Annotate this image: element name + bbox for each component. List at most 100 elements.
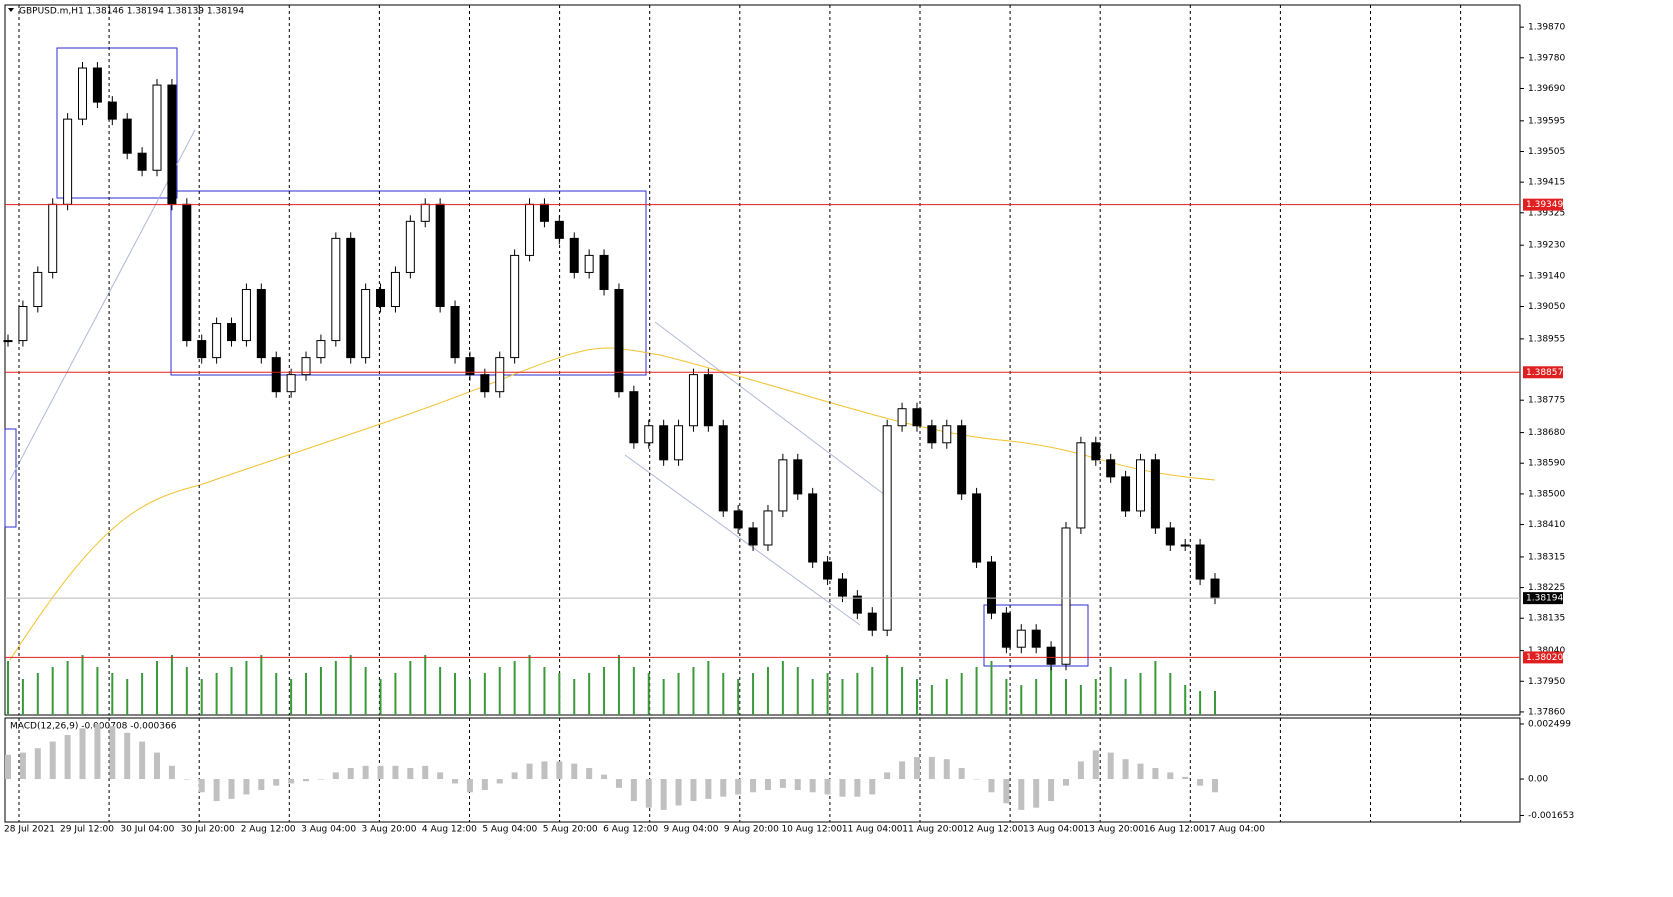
macd-bar <box>1107 752 1114 780</box>
macd-bar <box>64 734 71 780</box>
macd-bar <box>854 779 861 797</box>
candle-body <box>301 357 311 376</box>
volume-bar <box>1139 673 1142 715</box>
x-tick-label: 11 Aug 04:00 <box>842 825 903 835</box>
macd-bar <box>94 723 101 780</box>
volume-bar <box>1109 667 1112 715</box>
volume-bar <box>379 679 382 715</box>
x-tick-label: 10 Aug 12:00 <box>781 825 842 835</box>
volume-bar <box>1169 673 1172 715</box>
macd-header: MACD(12,26,9) -0.000708 -0.000366 <box>10 722 177 732</box>
volume-bar <box>781 661 784 715</box>
volume-bar <box>692 667 695 715</box>
candle-body <box>107 101 117 120</box>
candle-body <box>376 288 386 308</box>
volume-bar <box>707 661 710 715</box>
price-label: 1.38194 <box>1526 594 1563 604</box>
candle-body <box>778 459 788 512</box>
volume-bar <box>528 655 531 715</box>
candle-body <box>823 561 833 580</box>
volume-bar <box>752 673 755 715</box>
box <box>170 190 647 376</box>
volume-bar <box>811 679 814 715</box>
volume-bar <box>1094 679 1097 715</box>
candle-body <box>1031 629 1041 648</box>
macd-bar <box>1137 763 1144 780</box>
candle-body <box>525 203 535 256</box>
macd-bar <box>1033 779 1040 808</box>
y-tick-label: 1.38315 <box>1528 552 1565 562</box>
level-label: 1.39349 <box>1526 200 1563 210</box>
y-tick-label: 1.37860 <box>1528 707 1565 717</box>
macd-bar <box>496 779 503 784</box>
y-tick-label: 1.38040 <box>1528 646 1565 656</box>
candle-body <box>1076 442 1086 529</box>
candle-body <box>1150 459 1160 529</box>
level-tag <box>1523 198 1563 211</box>
candle-body <box>1091 442 1101 461</box>
x-tick-label: 16 Aug 12:00 <box>1144 825 1205 835</box>
macd-bar <box>958 768 965 780</box>
box <box>4 428 17 528</box>
candle-body <box>688 374 698 427</box>
volume-bar <box>871 667 874 715</box>
macd-bar <box>317 779 324 780</box>
macd-bar <box>303 779 310 782</box>
candle-body <box>331 237 341 342</box>
macd-bar <box>1048 779 1055 802</box>
candle-body <box>256 288 266 359</box>
macd-bar <box>79 728 86 780</box>
candle-body <box>405 220 415 273</box>
volume-bar <box>483 673 486 715</box>
volume-bar <box>36 673 39 715</box>
candle-body <box>703 374 713 427</box>
candle-body <box>510 254 520 359</box>
volume-bar <box>111 673 114 715</box>
y-tick-label: 1.39505 <box>1528 147 1565 157</box>
volume-bar <box>915 679 918 715</box>
candle-body <box>912 408 922 427</box>
candle-body <box>390 271 400 308</box>
candle-body <box>1195 544 1205 580</box>
volume-bar <box>632 667 635 715</box>
volume-bar <box>7 661 9 715</box>
volume-bar <box>766 667 769 715</box>
volume-bar <box>409 661 412 715</box>
level-tag <box>1523 651 1563 664</box>
volume-bar <box>170 655 173 715</box>
volume-bar <box>468 679 471 715</box>
macd-bar <box>750 779 757 793</box>
y-tick-label: 1.38775 <box>1528 396 1565 406</box>
macd-bar <box>630 779 637 802</box>
macd-bar <box>1182 776 1189 780</box>
volume-bar <box>1064 679 1067 715</box>
candle-body <box>659 425 669 461</box>
macd-bar <box>481 779 488 791</box>
volume-bar <box>796 667 799 715</box>
candle-body <box>808 493 818 563</box>
macd-bar <box>183 779 190 780</box>
level-tag <box>1523 366 1563 379</box>
macd-bar <box>511 772 518 780</box>
main-pane <box>4 4 1521 716</box>
volume-bar <box>960 673 963 715</box>
macd-bar <box>899 761 906 780</box>
volume-bar <box>603 667 606 715</box>
x-tick-label: 17 Aug 04:00 <box>1204 825 1265 835</box>
volume-bar <box>617 655 620 715</box>
y-tick-label: 1.38410 <box>1528 520 1565 530</box>
macd-bar <box>556 761 563 780</box>
y-tick-label: 1.38135 <box>1528 614 1565 624</box>
candle-body <box>927 425 937 444</box>
candle-body <box>569 237 579 273</box>
macd-bar <box>407 768 414 780</box>
macd-bar <box>809 779 816 793</box>
level-label: 1.38020 <box>1526 653 1563 663</box>
macd-bar <box>824 779 831 795</box>
y-tick-label: 1.39870 <box>1528 23 1565 33</box>
x-tick-label: 2 Aug 12:00 <box>241 825 296 835</box>
macd-bar <box>154 752 161 780</box>
macd-bar <box>1062 779 1069 786</box>
y-tick-label: 0.002499 <box>1528 719 1571 729</box>
